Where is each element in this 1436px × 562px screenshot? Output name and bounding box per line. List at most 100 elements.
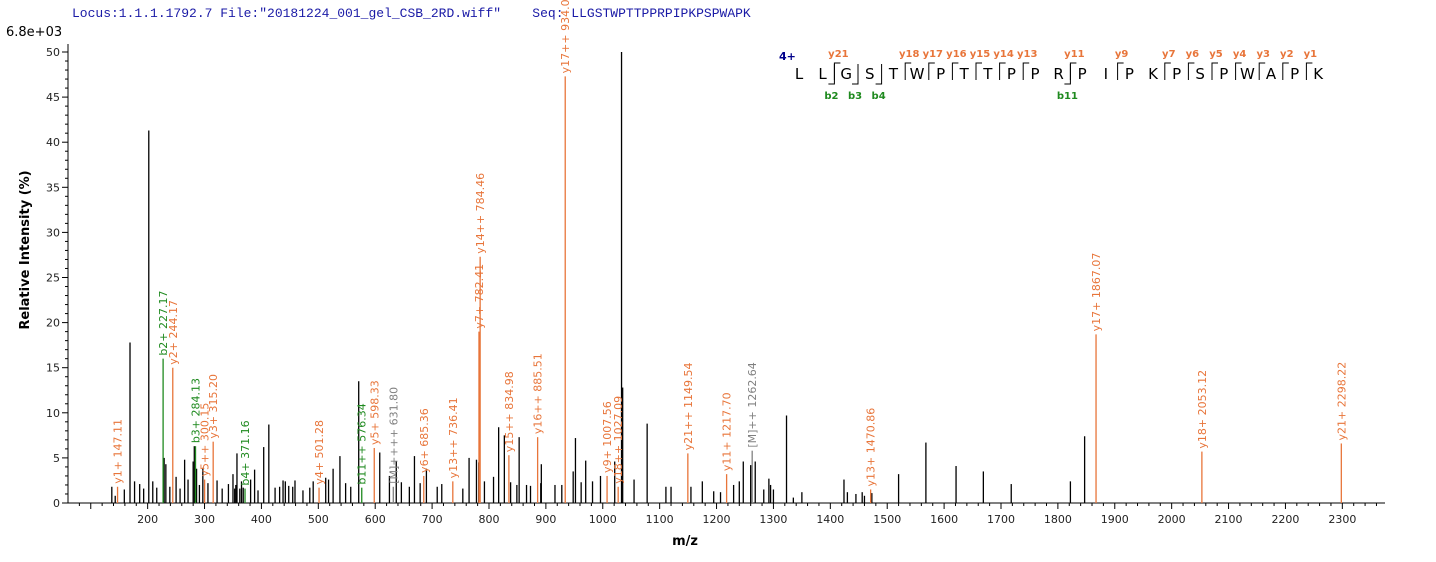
- y-ion-bracket: [1258, 62, 1266, 80]
- b-ion-bracket: [828, 64, 835, 85]
- b-ion-label: b4: [872, 91, 886, 102]
- x-tick-label: 2100: [1215, 513, 1243, 526]
- y-tick-label: 0: [53, 497, 60, 510]
- x-tick-label: 400: [251, 513, 272, 526]
- sequence-residue: I: [1104, 65, 1108, 83]
- peak-annotation: y13++ 736.41: [447, 397, 460, 478]
- sequence-residue: P: [1007, 65, 1016, 83]
- sequence-residue: P: [1290, 65, 1299, 83]
- sequence-residue: T: [982, 65, 993, 83]
- x-tick-label: 2300: [1328, 513, 1356, 526]
- peak-annotation: y17++ 934.00: [559, 0, 572, 73]
- sequence-residue: P: [1219, 65, 1228, 83]
- peak-annotation: [M]++ 1262.64: [746, 362, 759, 448]
- x-tick-label: 700: [422, 513, 443, 526]
- peak-annotation: y18+ 2053.12: [1196, 370, 1209, 449]
- peak-annotation: y18++ 1027.09: [612, 396, 625, 484]
- b-ion-bracket: [875, 64, 883, 85]
- peak-annotation: y9+ 1007.56: [601, 401, 614, 473]
- x-tick-label: 1400: [816, 513, 844, 526]
- sequence-residue: W: [1240, 65, 1255, 83]
- sequence-residue: W: [910, 65, 925, 83]
- y-tick-label: 25: [46, 272, 60, 285]
- peak-annotation: y17+ 1867.07: [1090, 253, 1103, 332]
- peak-annotation: b3+ 284.13: [190, 378, 203, 443]
- y-ion-label: y6: [1186, 49, 1200, 60]
- x-tick-label: 800: [478, 513, 499, 526]
- sequence-residue: T: [888, 65, 899, 83]
- sequence-residue: P: [1030, 65, 1039, 83]
- peak-annotation: y4+ 501.28: [313, 420, 326, 485]
- x-tick-label: 900: [535, 513, 556, 526]
- y-ion-label: y5: [1209, 49, 1223, 60]
- spectrum-header: Locus:1.1.1.1792.7 File:"20181224_001_ge…: [72, 6, 751, 21]
- sequence-residue: L: [818, 65, 827, 83]
- peak-annotation: y2+ 244.17: [167, 300, 180, 365]
- x-tick-label: 1000: [589, 513, 617, 526]
- y-tick-label: 15: [46, 362, 60, 375]
- y-ion-label: y16: [946, 49, 966, 60]
- intensity-scale-label: 6.8e+03: [6, 25, 63, 40]
- y-ion-label: y14: [993, 49, 1013, 60]
- x-tick-label: 300: [194, 513, 215, 526]
- y-ion-bracket: [951, 62, 959, 80]
- x-tick-label: 200: [137, 513, 158, 526]
- x-axis: 200 300 400 500 600 700 800 900 1000 1100 1200 1300…: [68, 502, 1385, 526]
- y-ion-label: y7: [1162, 49, 1176, 60]
- sequence-residue: T: [959, 65, 970, 83]
- x-tick-label: 1300: [759, 513, 787, 526]
- y-tick-label: 10: [46, 407, 60, 420]
- peak-annotation: [M]++++ 631.80: [387, 387, 400, 484]
- y-ion-bracket: [1164, 62, 1171, 80]
- y-ion-label: y15: [970, 49, 990, 60]
- y-ion-bracket: [999, 62, 1006, 80]
- locus-file-label: Locus:1.1.1.1792.7 File:"20181224_001_ge…: [72, 6, 502, 21]
- peak-annotation: b2+ 227.17: [157, 290, 170, 355]
- y-tick-label: 45: [46, 91, 60, 104]
- y-ion-label: y1: [1304, 49, 1318, 60]
- sequence-residue: R: [1053, 65, 1063, 83]
- b-ion-label: b3: [848, 91, 862, 102]
- y-ion-label: y11: [1064, 49, 1084, 60]
- x-tick-label: 1900: [1101, 513, 1129, 526]
- x-tick-label: 1600: [930, 513, 958, 526]
- peak-annotation: b4+ 371.16: [239, 420, 252, 485]
- peak-annotation: y14++ 784.46: [474, 173, 487, 254]
- y-ion-label: y2: [1280, 49, 1294, 60]
- y-ion-bracket: [1117, 62, 1124, 80]
- peak-annotation: y21+ 2298.22: [1335, 362, 1348, 441]
- y-tick-label: 40: [46, 136, 60, 149]
- y-ion-bracket: [1235, 62, 1242, 80]
- y-ion-bracket: [1069, 62, 1077, 80]
- x-tick-label: 1800: [1044, 513, 1072, 526]
- y-ion-label: y17: [923, 49, 943, 60]
- sequence-residue: K: [1148, 65, 1159, 83]
- sequence-residue: P: [1172, 65, 1181, 83]
- charge-state-label: 4+: [779, 50, 796, 63]
- b-ion-label: b11: [1057, 91, 1078, 102]
- sequence-residue: G: [840, 65, 852, 83]
- sequence-residue: S: [1195, 65, 1205, 83]
- x-tick-label: 2200: [1271, 513, 1299, 526]
- y-ion-bracket: [1187, 62, 1195, 80]
- y-ion-bracket: [1305, 62, 1313, 80]
- sequence-residue: P: [1125, 65, 1134, 83]
- peak-annotation: y15++ 834.98: [503, 371, 516, 452]
- sequence-residue: P: [936, 65, 945, 83]
- y-axis: 0 5 10 15 20 25 30 35 40 45 50: [46, 44, 69, 510]
- peak-annotation: y1+ 147.11: [112, 419, 125, 484]
- y-ion-bracket: [975, 62, 982, 80]
- sequence-residue: P: [1078, 65, 1087, 83]
- b-ion-bracket: [1064, 64, 1071, 85]
- b-ion-bracket: [852, 64, 859, 85]
- y-ion-label: y3: [1256, 49, 1270, 60]
- y-ion-label: y18: [899, 49, 919, 60]
- peak-annotation: y3+ 315.20: [207, 374, 220, 439]
- y-ion-label: y4: [1233, 49, 1247, 60]
- peak-annotation: y5+ 598.33: [368, 380, 381, 445]
- x-axis-title: m/z: [672, 534, 698, 549]
- peak-annotation: y5++ 300.15: [199, 403, 212, 477]
- peak-annotation: y7+ 782.41: [473, 264, 486, 329]
